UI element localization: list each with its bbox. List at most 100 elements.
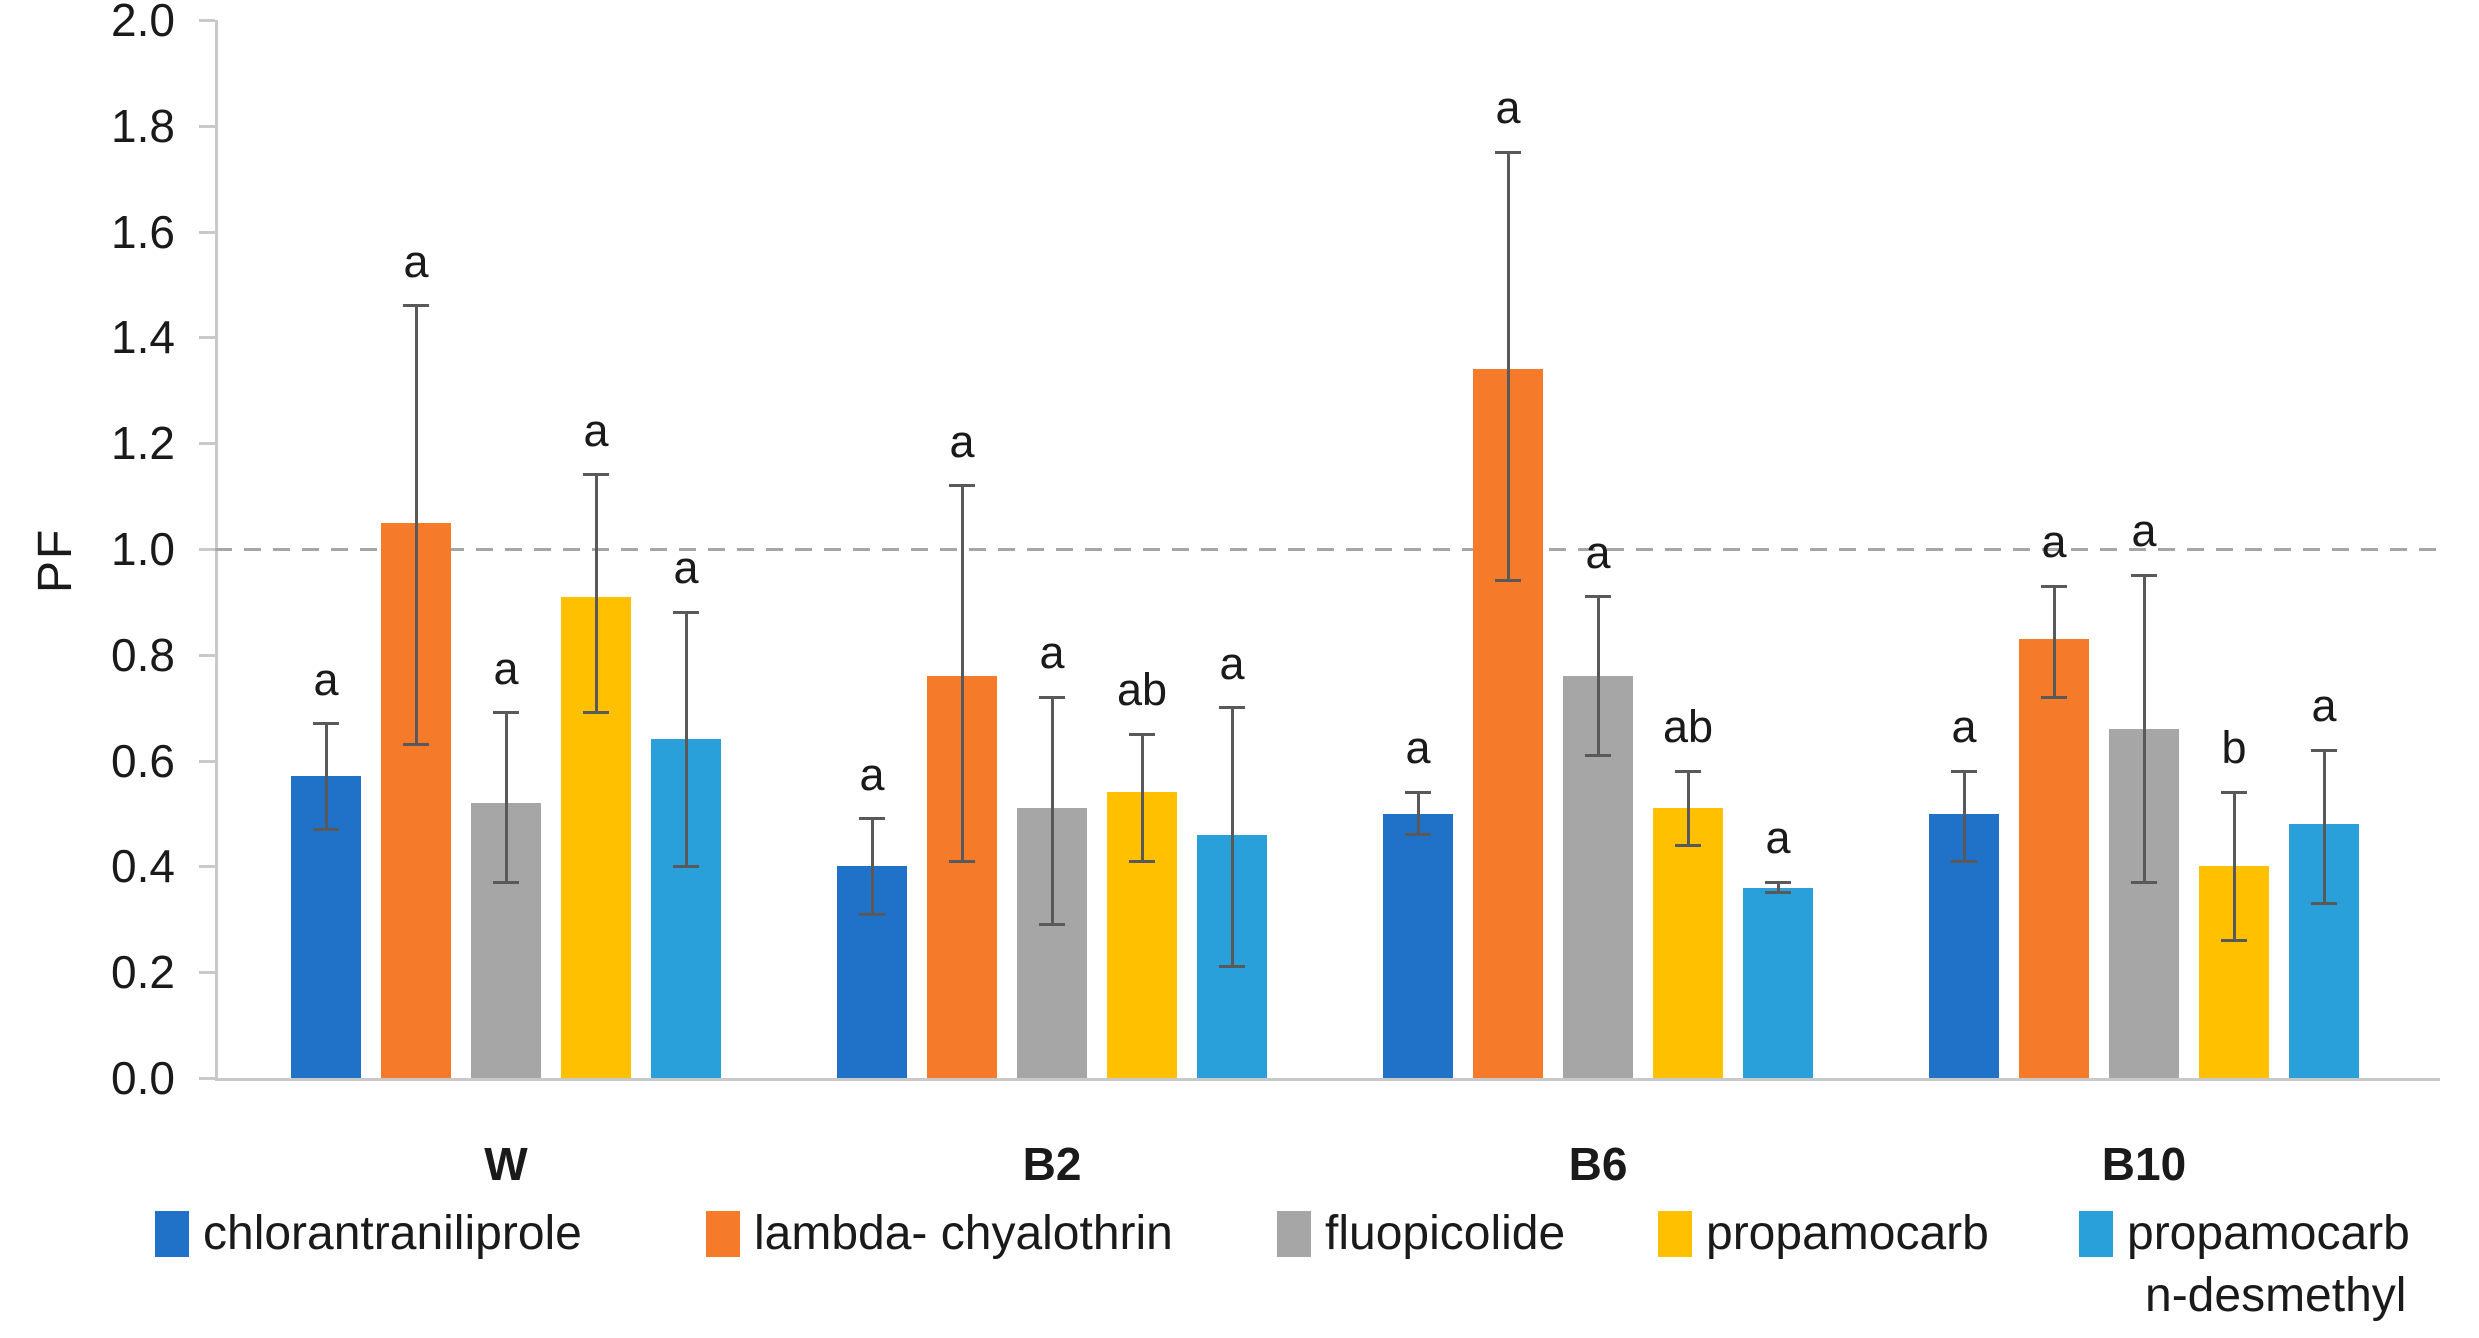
legend-swatch-icon xyxy=(1277,1211,1311,1257)
error-bar-cap-bottom xyxy=(1405,833,1431,837)
error-bar-cap-bottom xyxy=(2131,880,2157,884)
error-bar-line xyxy=(1230,707,1234,967)
error-bar-cap-bottom xyxy=(949,859,975,863)
significance-letter: a xyxy=(1219,637,1245,689)
significance-letter: a xyxy=(493,642,519,694)
y-tick-label: 1.0 xyxy=(111,523,175,575)
legend-swatch-icon xyxy=(2079,1211,2113,1257)
bar xyxy=(1743,887,1813,1078)
x-category-label: B2 xyxy=(1022,1138,1082,1190)
y-tick-label: 1.8 xyxy=(111,99,175,152)
x-category-label: B10 xyxy=(2101,1138,2187,1190)
error-bar-cap-top xyxy=(949,484,975,488)
significance-letter: a xyxy=(2131,505,2157,557)
significance-letter: a xyxy=(949,415,975,467)
error-bar-cap-bottom xyxy=(1495,579,1521,583)
y-tick-mark xyxy=(199,865,215,869)
error-bar-cap-bottom xyxy=(583,711,609,715)
error-bar-cap-top xyxy=(493,711,519,715)
error-bar-cap-top xyxy=(1675,769,1701,773)
error-bar-cap-top xyxy=(1129,732,1155,736)
error-bar-cap-bottom xyxy=(1039,923,1065,927)
y-tick-label: 2.0 xyxy=(111,0,175,46)
y-tick-mark xyxy=(199,971,215,975)
legend-label: chlorantraniliprole xyxy=(203,1207,582,1260)
y-tick-label: 1.6 xyxy=(111,205,175,258)
error-bar-cap-top xyxy=(2041,584,2067,588)
error-bar-cap-top xyxy=(1765,880,1791,884)
significance-letter: a xyxy=(1585,526,1611,578)
error-bar-line xyxy=(2142,575,2146,883)
y-tick-mark xyxy=(199,442,215,446)
error-bar-line xyxy=(324,723,328,830)
y-tick-mark xyxy=(199,548,215,551)
error-bar-cap-top xyxy=(583,473,609,477)
bar xyxy=(1383,813,1453,1078)
significance-letter: a xyxy=(2311,680,2337,732)
error-bar-line xyxy=(414,305,418,745)
error-bar-line xyxy=(1596,596,1600,756)
error-bar-cap-bottom xyxy=(1585,753,1611,757)
y-tick-label: 1.4 xyxy=(111,311,175,364)
significance-letter: a xyxy=(1765,812,1791,864)
error-bar-line xyxy=(1686,771,1690,846)
error-bar-line xyxy=(594,474,598,713)
y-tick-mark xyxy=(199,19,215,22)
error-bar-cap-bottom xyxy=(1675,843,1701,847)
legend-label: propamocarb xyxy=(1706,1207,1989,1260)
y-tick-mark xyxy=(199,124,215,128)
bar xyxy=(1653,808,1723,1078)
error-bar-cap-top xyxy=(673,610,699,614)
y-tick-mark xyxy=(199,1077,215,1080)
error-bar-cap-top xyxy=(403,304,429,308)
error-bar-cap-top xyxy=(1039,695,1065,699)
error-bar-line xyxy=(960,485,964,862)
reference-line xyxy=(215,548,2440,551)
error-bar-cap-bottom xyxy=(1951,859,1977,863)
error-bar-cap-bottom xyxy=(2221,938,2247,942)
error-bar-line xyxy=(504,712,508,883)
significance-letter: a xyxy=(313,653,339,705)
error-bar-cap-top xyxy=(313,722,339,726)
error-bar-line xyxy=(1050,697,1054,925)
error-bar-line xyxy=(1962,771,1966,862)
legend-swatch-icon xyxy=(155,1211,189,1257)
significance-letter: a xyxy=(583,404,609,456)
error-bar-line xyxy=(2052,586,2056,698)
error-bar-cap-top xyxy=(1951,769,1977,773)
error-bar-cap-bottom xyxy=(859,912,885,916)
legend-label: lambda- chyalothrin xyxy=(754,1207,1173,1260)
error-bar-line xyxy=(2322,750,2326,904)
bar xyxy=(2019,638,2089,1078)
significance-letter: ab xyxy=(1662,701,1714,753)
error-bar-line xyxy=(1140,734,1144,862)
y-tick-mark xyxy=(199,230,215,234)
error-bar-cap-bottom xyxy=(1129,859,1155,863)
significance-letter: a xyxy=(2041,516,2067,568)
x-axis-line xyxy=(215,1078,2440,1081)
error-bar-cap-bottom xyxy=(493,880,519,884)
y-tick-mark xyxy=(199,759,215,763)
error-bar-cap-bottom xyxy=(2311,901,2337,905)
error-bar-line xyxy=(870,818,874,914)
significance-letter: a xyxy=(859,748,885,800)
error-bar-line xyxy=(1416,792,1420,835)
significance-letter: a xyxy=(673,542,699,594)
error-bar-cap-bottom xyxy=(313,827,339,831)
legend-swatch-icon xyxy=(1658,1211,1692,1257)
error-bar-cap-top xyxy=(2311,748,2337,752)
error-bar-cap-top xyxy=(2131,573,2157,577)
y-tick-label: 0.4 xyxy=(111,840,175,893)
y-tick-label: 0.8 xyxy=(111,628,175,681)
error-bar-line xyxy=(2232,792,2236,941)
significance-letter: a xyxy=(1405,722,1431,774)
error-bar-cap-bottom xyxy=(673,864,699,868)
y-tick-mark xyxy=(199,653,215,657)
y-tick-label: 0.0 xyxy=(111,1052,175,1104)
legend: chlorantraniliprole lambda- chyalothrin fl… xyxy=(0,1203,2479,1338)
y-tick-label: 0.2 xyxy=(111,946,175,999)
error-bar-cap-top xyxy=(1585,595,1611,599)
error-bar-line xyxy=(1506,152,1510,581)
significance-letter: a xyxy=(1495,82,1521,134)
